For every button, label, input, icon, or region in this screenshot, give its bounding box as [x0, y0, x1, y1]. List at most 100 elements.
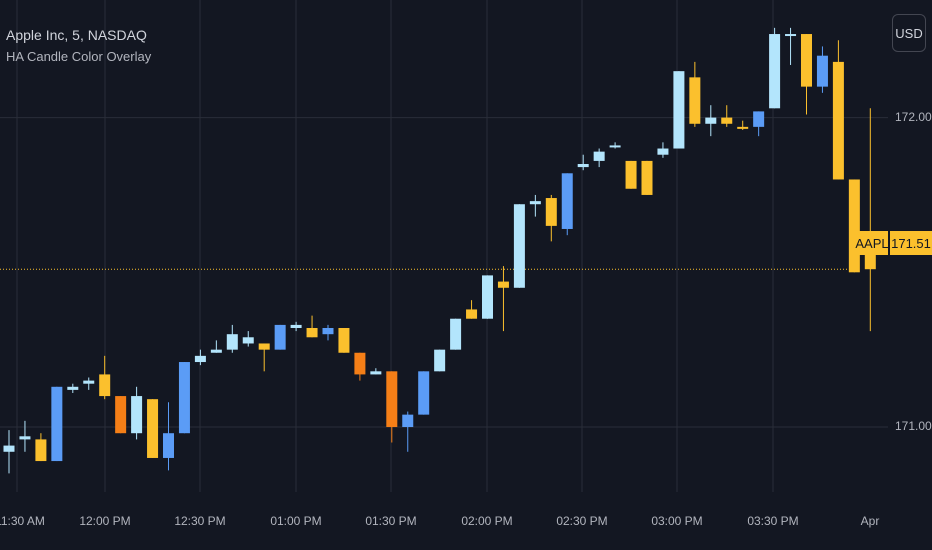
candle-body [322, 328, 334, 335]
candle [83, 377, 95, 390]
currency-button[interactable]: USD [892, 14, 926, 52]
candle [178, 362, 190, 434]
candle [641, 160, 653, 195]
candle [386, 371, 398, 443]
candle [673, 71, 685, 149]
candle-body [83, 380, 95, 384]
time-axis-label: Apr [860, 514, 880, 528]
candle [737, 120, 749, 130]
candle [689, 61, 701, 127]
candle-body [801, 34, 812, 87]
candle-body [178, 362, 190, 434]
candle-body [99, 374, 111, 397]
candle-body [848, 179, 860, 273]
candle-body [673, 71, 685, 149]
candle-body [402, 414, 414, 428]
candle [864, 108, 876, 332]
candle [609, 142, 621, 149]
candle [226, 324, 238, 353]
candle [848, 179, 860, 273]
candle [450, 318, 462, 350]
candle [290, 321, 302, 332]
indicator-name[interactable]: HA Candle Color Overlay [6, 49, 152, 64]
candle-body [482, 275, 493, 319]
candle-body [466, 309, 478, 319]
candle [497, 266, 509, 332]
time-axis-label: 02:00 PM [461, 514, 513, 528]
candle [67, 383, 79, 393]
chart-grid [0, 0, 888, 492]
candle-body [721, 117, 733, 124]
candle [545, 194, 557, 242]
candle-body [306, 328, 318, 338]
candle [513, 204, 525, 288]
time-axis-label: 11:30 AM [0, 514, 45, 528]
candle-body [641, 160, 653, 195]
candle [147, 399, 159, 458]
candle-body [370, 371, 382, 375]
candle-body [51, 386, 63, 462]
candle-body [163, 433, 174, 458]
candle [816, 46, 828, 93]
candle-body [769, 34, 781, 109]
candle-body [147, 399, 159, 458]
candle-body [274, 324, 286, 350]
candle [402, 411, 414, 452]
candle-body [434, 349, 446, 372]
candle [99, 355, 111, 400]
candle-body [705, 117, 717, 124]
candle [3, 430, 15, 474]
symbol-title[interactable]: Apple Inc, 5, NASDAQ [6, 27, 147, 43]
candle-body [864, 250, 876, 270]
candle [785, 27, 797, 65]
candle-body [258, 343, 270, 350]
candle-body [226, 334, 238, 350]
candle-body [386, 371, 398, 428]
candle [194, 349, 206, 366]
candle-body [194, 355, 206, 363]
candle-body [577, 164, 589, 168]
candle [705, 105, 717, 137]
candle-body [593, 151, 605, 161]
candle-body [513, 204, 525, 288]
candle [657, 142, 669, 158]
candle [370, 368, 382, 375]
candle [625, 160, 637, 189]
candle-body [753, 111, 765, 127]
candle-body [210, 349, 222, 353]
candle-body [545, 198, 557, 226]
candle-body [450, 318, 462, 350]
candle [434, 349, 446, 372]
candle-body [737, 126, 749, 129]
candle-body [418, 371, 430, 415]
candle [163, 402, 174, 471]
candle [466, 300, 478, 319]
chart-legend: Apple Inc, 5, NASDAQ HA Candle Color Ove… [6, 24, 151, 68]
candle [242, 331, 254, 347]
candle-body [529, 201, 541, 205]
candle-body [115, 396, 127, 434]
time-axis-label: 12:30 PM [174, 514, 226, 528]
last-price-symbol-label: AAPL [855, 231, 889, 255]
time-axis-label: 01:30 PM [365, 514, 417, 528]
candle-body [354, 352, 366, 375]
candle-body [35, 439, 47, 462]
candle-body [497, 281, 509, 288]
candle [115, 396, 127, 434]
candle-body [290, 324, 302, 328]
candle [482, 275, 493, 319]
candle [832, 40, 844, 180]
candles-group [3, 27, 876, 474]
candle [561, 173, 573, 236]
candle-body [816, 55, 828, 87]
last-price-value-label: 171.51 [890, 231, 932, 255]
candle [529, 194, 541, 217]
candle [258, 343, 270, 372]
candle [51, 386, 63, 462]
candle [418, 371, 430, 415]
candle [593, 148, 605, 168]
candle-body [131, 396, 143, 434]
price-axis-label: 171.00 [895, 419, 932, 434]
candle-body [657, 148, 669, 155]
